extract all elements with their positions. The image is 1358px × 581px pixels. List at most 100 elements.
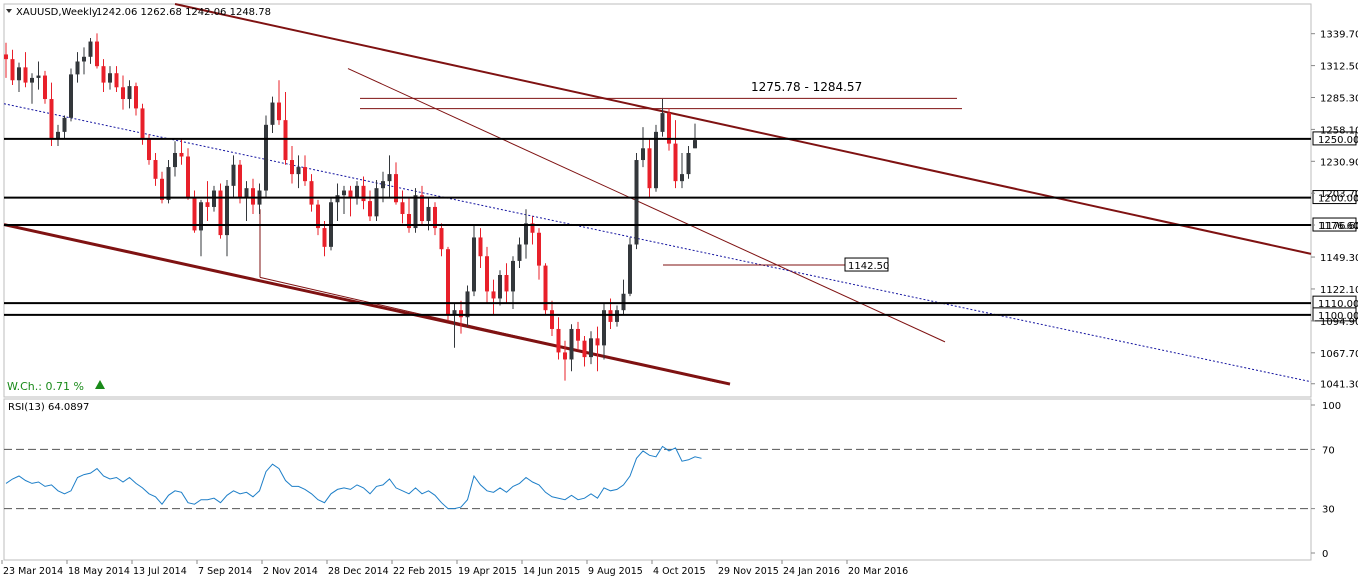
candle[interactable] <box>251 178 255 214</box>
candle[interactable] <box>30 73 34 104</box>
candle[interactable] <box>88 38 93 64</box>
candle[interactable] <box>309 174 314 212</box>
candle[interactable] <box>693 123 697 149</box>
rsi-line[interactable] <box>5 445 702 510</box>
candle[interactable] <box>654 124 658 192</box>
candle[interactable] <box>641 127 645 168</box>
candle[interactable] <box>62 115 67 139</box>
candle[interactable] <box>322 221 327 257</box>
candle[interactable] <box>433 202 437 236</box>
candle[interactable] <box>36 61 41 90</box>
candle[interactable] <box>465 285 470 327</box>
candle[interactable] <box>491 279 496 315</box>
candle[interactable] <box>101 59 106 92</box>
candle[interactable] <box>296 155 301 189</box>
candle[interactable] <box>498 270 502 306</box>
candle[interactable] <box>212 185 216 212</box>
candle[interactable] <box>589 331 593 365</box>
candles-group[interactable] <box>4 33 697 381</box>
candle[interactable] <box>582 335 587 367</box>
candle[interactable] <box>355 181 359 205</box>
candle[interactable] <box>4 42 8 78</box>
candle[interactable] <box>205 181 210 222</box>
candle[interactable] <box>277 80 281 125</box>
candle[interactable] <box>153 152 158 186</box>
candle[interactable] <box>686 145 691 179</box>
candle[interactable] <box>49 82 54 146</box>
candle[interactable] <box>537 228 541 280</box>
candle[interactable] <box>439 223 444 257</box>
candle[interactable] <box>75 52 80 83</box>
candle[interactable] <box>264 115 268 198</box>
candle[interactable] <box>127 80 132 109</box>
candle[interactable] <box>524 209 528 259</box>
candle[interactable] <box>576 321 580 351</box>
candle[interactable] <box>17 62 21 92</box>
candle[interactable] <box>270 96 275 134</box>
candle[interactable] <box>400 190 405 224</box>
candle[interactable] <box>329 197 333 251</box>
candle[interactable] <box>511 256 515 310</box>
candle[interactable] <box>10 49 15 85</box>
candle[interactable] <box>56 124 60 146</box>
candle[interactable] <box>368 190 372 222</box>
candle[interactable] <box>231 155 236 198</box>
candle[interactable] <box>680 152 684 189</box>
candle[interactable] <box>472 225 476 297</box>
candle[interactable] <box>316 199 320 236</box>
candle[interactable] <box>218 183 223 239</box>
candle[interactable] <box>517 237 522 268</box>
candle[interactable] <box>238 160 242 204</box>
candle[interactable] <box>82 47 86 75</box>
candle[interactable] <box>23 52 28 88</box>
candle[interactable] <box>290 145 294 184</box>
moving-average-line[interactable] <box>3 103 1312 383</box>
candle[interactable] <box>69 68 73 122</box>
candle[interactable] <box>543 263 548 315</box>
candle[interactable] <box>660 99 665 137</box>
inner-channel-line-upper[interactable] <box>347 68 946 343</box>
candle[interactable] <box>550 300 554 336</box>
candle[interactable] <box>95 33 99 69</box>
candle[interactable] <box>420 185 424 226</box>
candle[interactable] <box>628 237 632 297</box>
candle[interactable] <box>615 305 619 327</box>
candle[interactable] <box>602 303 606 360</box>
candle[interactable] <box>121 75 125 110</box>
candle[interactable] <box>244 181 249 222</box>
candle[interactable] <box>342 185 346 214</box>
candle[interactable] <box>459 300 463 334</box>
candle[interactable] <box>634 152 639 250</box>
candle[interactable] <box>673 120 678 189</box>
candle[interactable] <box>452 303 457 348</box>
candle[interactable] <box>478 228 483 268</box>
candle[interactable] <box>134 82 138 116</box>
candle[interactable] <box>186 148 190 200</box>
candle[interactable] <box>504 263 509 304</box>
candle[interactable] <box>173 141 177 177</box>
candle[interactable] <box>556 317 561 360</box>
candle[interactable] <box>108 66 112 90</box>
candle[interactable] <box>530 216 535 245</box>
candle[interactable] <box>621 279 626 315</box>
candle[interactable] <box>283 91 288 165</box>
candle[interactable] <box>43 70 47 104</box>
candle[interactable] <box>199 199 203 257</box>
dropdown-arrow-icon[interactable] <box>6 9 12 13</box>
candle[interactable] <box>179 138 184 165</box>
candle[interactable] <box>374 179 379 222</box>
candle[interactable] <box>225 179 229 257</box>
candle[interactable] <box>485 246 489 304</box>
candle[interactable] <box>335 183 340 222</box>
candle[interactable] <box>595 326 600 372</box>
upper-channel-line[interactable] <box>174 3 1312 255</box>
candle[interactable] <box>361 176 366 210</box>
candle[interactable] <box>407 197 411 233</box>
inner-channel-line-lower[interactable] <box>259 276 721 384</box>
candle[interactable] <box>348 185 353 217</box>
candle[interactable] <box>647 138 652 198</box>
candle[interactable] <box>446 246 450 321</box>
candle[interactable] <box>303 155 307 186</box>
candle[interactable] <box>114 66 119 92</box>
